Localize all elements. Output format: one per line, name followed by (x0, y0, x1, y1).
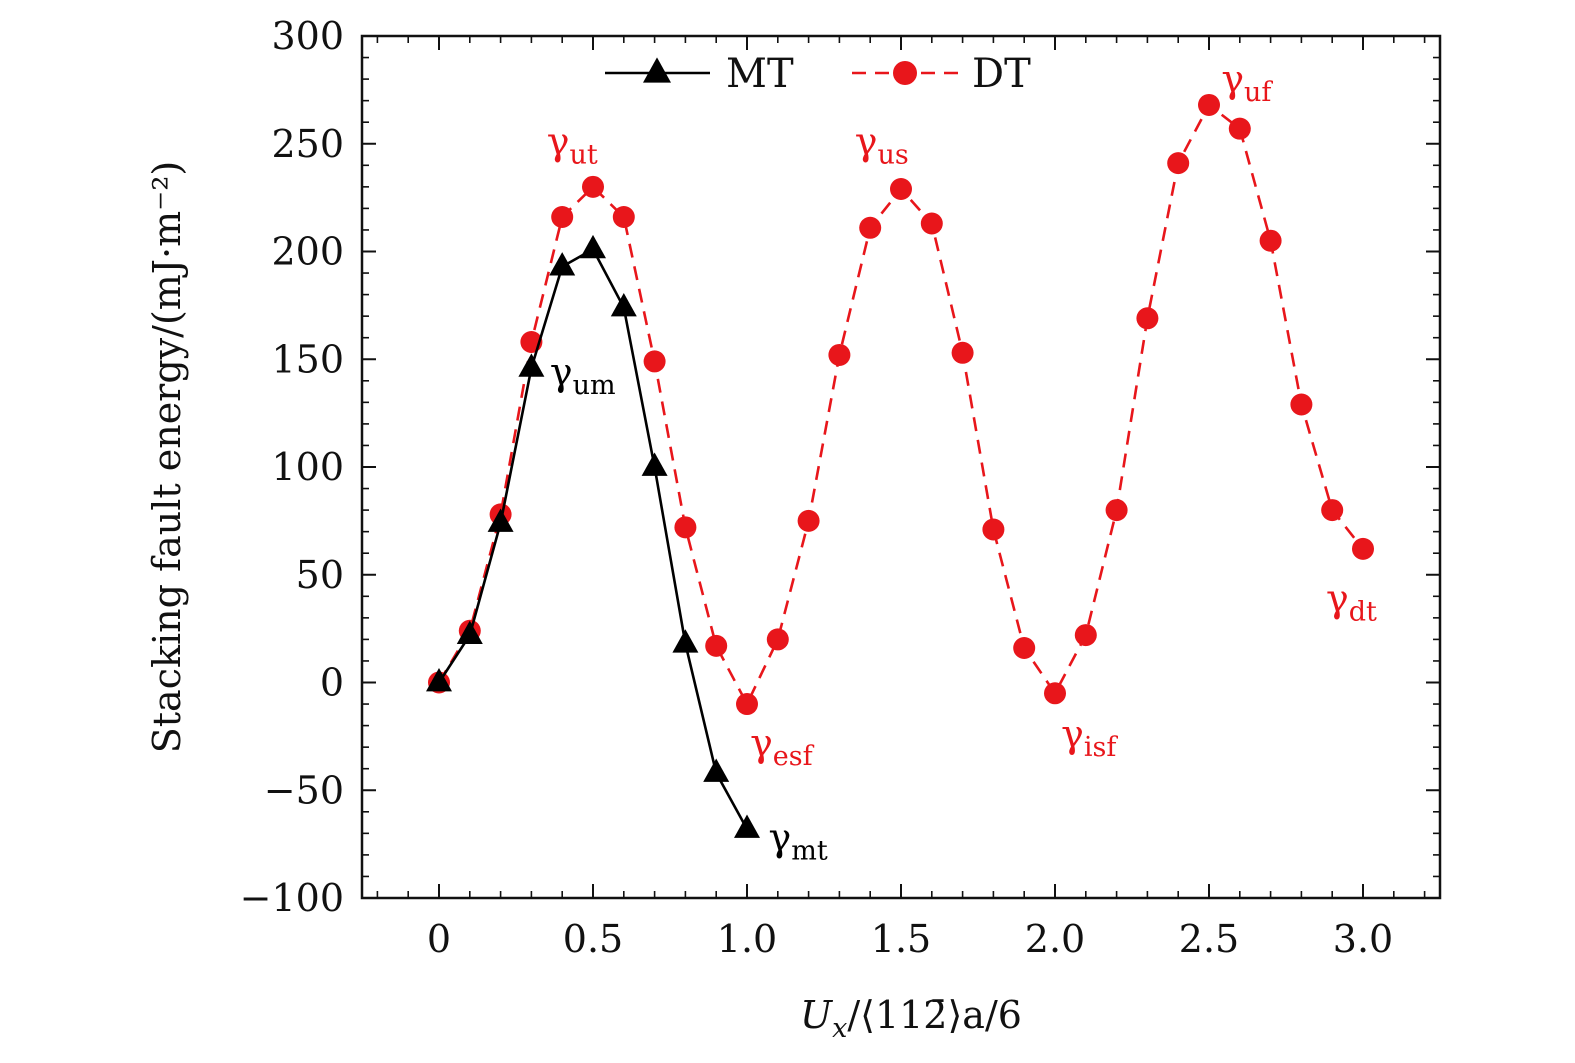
data-point-dt (890, 178, 912, 201)
legend-item-mt: MT (605, 51, 794, 97)
annotation-gamma-mt: γmt (769, 816, 828, 867)
x-axis-label: Ux/⟨112̄⟩a/6 (800, 993, 1022, 1044)
data-point-mt (426, 667, 452, 692)
data-point-dt (1105, 499, 1128, 522)
data-point-mt (703, 758, 730, 782)
data-point-dt (1259, 229, 1282, 252)
data-point-mt (734, 814, 760, 838)
data-point-dt (920, 212, 943, 235)
data-point-mt (518, 353, 545, 377)
data-point-mt (641, 452, 668, 476)
x-tick-label: 0 (427, 917, 451, 961)
x-tick-label: 0.5 (563, 917, 623, 961)
annotation-gamma-dt: γdt (1326, 576, 1377, 627)
data-point-dt (551, 206, 574, 229)
data-point-mt (487, 508, 514, 532)
y-tick-label: −50 (264, 768, 344, 812)
legend-marker-dt (893, 61, 917, 85)
data-point-dt (1074, 624, 1097, 647)
data-point-dt (1044, 682, 1066, 705)
data-point-dt (1290, 393, 1313, 416)
annotation-gamma-um: γum (550, 350, 616, 401)
y-tick-label: 50 (296, 553, 344, 597)
x-tick-label: 2.0 (1025, 917, 1085, 961)
legend-marker-mt (643, 57, 671, 83)
y-tick-label: 250 (271, 122, 344, 166)
y-tick-label: 0 (320, 661, 344, 705)
data-point-dt (674, 516, 697, 539)
series-mt (426, 234, 760, 838)
y-tick-label: 100 (271, 445, 344, 489)
annotation-gamma-uf: γuf (1221, 57, 1273, 108)
data-point-mt (610, 293, 637, 317)
annotation-gamma-esf: γesf (750, 721, 815, 772)
x-tick-label: 1.0 (717, 917, 777, 961)
data-point-dt (643, 350, 666, 373)
data-point-dt (797, 509, 820, 532)
data-point-dt (766, 628, 789, 651)
data-point-dt (1352, 537, 1374, 560)
data-point-dt (1321, 499, 1344, 522)
data-point-dt (859, 216, 882, 239)
data-point-mt (549, 252, 576, 276)
series-layer (426, 93, 1374, 838)
data-point-dt (736, 693, 758, 716)
legend: MT DT (605, 51, 1031, 97)
y-axis-label: Stacking fault energy/(mJ·m⁻²) (145, 161, 189, 754)
axis-ticks: −100 −50 0 50 100 150 200 250 300 0 0.5 1.0 1.5 2.0 2.… (240, 14, 1440, 961)
axis-labels: Stacking fault energy/(mJ·m⁻²) Ux/⟨112̄⟩a… (145, 161, 1022, 1044)
data-point-dt (705, 634, 728, 657)
data-point-dt (582, 175, 604, 198)
data-point-dt (951, 341, 974, 364)
data-point-dt (982, 518, 1005, 541)
data-point-mt (672, 629, 699, 653)
x-tick-label: 3.0 (1333, 917, 1393, 961)
annotation-gamma-isf: γisf (1061, 712, 1118, 763)
legend-label-dt: DT (972, 51, 1031, 97)
y-tick-label: −100 (240, 876, 344, 920)
legend-label-mt: MT (726, 51, 794, 97)
legend-item-dt: DT (852, 51, 1031, 97)
data-point-dt (612, 206, 635, 229)
annotations: γum γmt γut γus γuf γesf γisf γdt (547, 57, 1377, 867)
data-point-mt (580, 234, 606, 259)
data-point-dt (1228, 117, 1251, 140)
y-tick-label: 300 (271, 14, 344, 58)
series-dt (428, 93, 1374, 716)
y-tick-label: 200 (271, 230, 344, 274)
data-point-dt (1136, 307, 1159, 330)
data-point-mt (456, 620, 483, 644)
data-point-dt (1167, 152, 1190, 175)
x-tick-label: 2.5 (1179, 917, 1239, 961)
data-point-dt (1013, 637, 1036, 660)
y-tick-label: 150 (271, 337, 344, 381)
x-tick-label: 1.5 (871, 917, 931, 961)
annotation-gamma-us: γus (855, 120, 909, 171)
series-line-mt (437, 247, 749, 830)
data-point-dt (828, 343, 851, 366)
data-point-dt (1198, 93, 1220, 116)
annotation-gamma-ut: γut (547, 120, 598, 171)
